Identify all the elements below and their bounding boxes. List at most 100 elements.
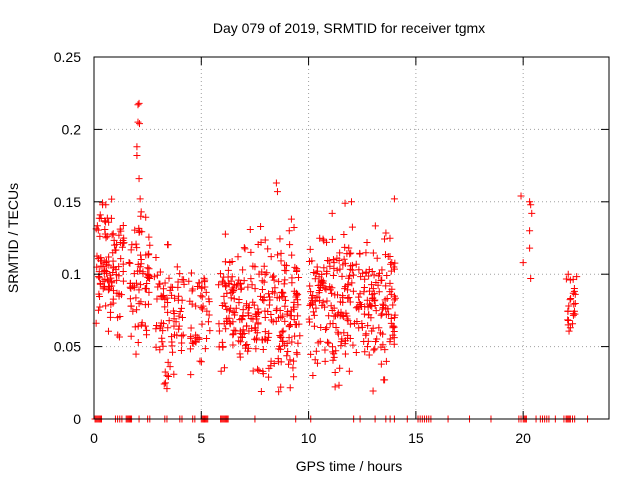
data-point xyxy=(157,319,165,327)
data-point xyxy=(314,339,322,347)
data-point xyxy=(387,267,395,275)
data-point xyxy=(270,272,278,280)
data-point xyxy=(241,245,249,253)
data-point xyxy=(291,332,299,340)
data-point xyxy=(234,253,242,261)
data-point xyxy=(229,318,237,326)
data-point xyxy=(269,273,277,281)
data-point xyxy=(280,293,288,301)
data-point xyxy=(329,272,337,280)
data-point xyxy=(323,267,331,275)
y-tick-label: 0.15 xyxy=(54,194,81,210)
data-point xyxy=(339,298,347,306)
data-point xyxy=(377,360,385,368)
data-point xyxy=(323,338,331,346)
data-point xyxy=(323,324,331,332)
data-point xyxy=(365,311,373,319)
data-point xyxy=(242,342,250,350)
data-point xyxy=(289,303,297,311)
data-point xyxy=(220,364,228,372)
data-point xyxy=(165,317,173,325)
data-point xyxy=(133,306,141,314)
data-point xyxy=(264,245,272,253)
data-point xyxy=(254,305,262,313)
data-point xyxy=(284,308,292,316)
data-point xyxy=(375,272,383,280)
data-point xyxy=(352,349,360,357)
data-point xyxy=(224,266,232,274)
data-point xyxy=(164,324,172,332)
data-point xyxy=(229,308,237,316)
data-point xyxy=(390,263,398,271)
data-point xyxy=(526,227,534,235)
data-point xyxy=(321,357,329,365)
data-point xyxy=(164,308,172,316)
data-point xyxy=(202,288,210,296)
data-point xyxy=(105,253,113,261)
data-point xyxy=(390,292,398,300)
data-point xyxy=(288,338,296,346)
data-point xyxy=(562,275,570,283)
data-point xyxy=(527,201,535,209)
data-point xyxy=(279,327,287,335)
data-point xyxy=(187,269,195,277)
data-point xyxy=(164,358,172,366)
data-point xyxy=(380,376,388,384)
data-point xyxy=(109,230,117,238)
data-point xyxy=(168,342,176,350)
data-point xyxy=(285,227,293,235)
data-point xyxy=(383,271,391,279)
data-point xyxy=(176,307,184,315)
data-point xyxy=(249,262,257,270)
data-point xyxy=(244,283,252,291)
data-point xyxy=(240,330,248,338)
data-point xyxy=(229,341,237,349)
data-point xyxy=(372,337,380,345)
data-point xyxy=(112,266,120,274)
data-point xyxy=(265,373,273,381)
data-point xyxy=(156,268,164,276)
data-point xyxy=(271,284,279,292)
data-point xyxy=(351,319,359,327)
data-point xyxy=(250,301,258,309)
data-point xyxy=(526,244,534,252)
data-point xyxy=(129,307,137,315)
data-point xyxy=(317,324,325,332)
data-point xyxy=(136,195,144,203)
data-point xyxy=(288,251,296,259)
data-point xyxy=(218,338,226,346)
data-point xyxy=(242,302,250,310)
data-point xyxy=(335,381,343,389)
data-point xyxy=(255,270,263,278)
x-tick-label: 5 xyxy=(197,430,205,446)
data-point xyxy=(389,301,397,309)
data-point xyxy=(223,305,231,313)
data-point xyxy=(290,316,298,324)
data-point xyxy=(215,281,223,289)
data-point xyxy=(345,244,353,252)
data-point xyxy=(135,286,143,294)
data-point xyxy=(236,350,244,358)
data-point xyxy=(352,304,360,312)
data-point xyxy=(144,264,152,272)
data-point xyxy=(235,296,243,304)
data-point xyxy=(362,331,370,339)
data-point xyxy=(275,388,283,396)
data-point xyxy=(517,192,525,200)
data-point xyxy=(274,355,282,363)
data-point xyxy=(373,254,381,262)
data-point xyxy=(358,319,366,327)
data-point xyxy=(96,274,104,282)
data-point xyxy=(567,294,575,302)
data-point xyxy=(240,277,248,285)
data-point xyxy=(281,317,289,325)
data-point xyxy=(365,300,373,308)
data-point xyxy=(133,143,141,151)
data-point xyxy=(370,346,378,354)
data-point xyxy=(229,284,237,292)
data-point xyxy=(310,311,318,319)
data-point xyxy=(362,249,370,257)
data-point xyxy=(177,346,185,354)
data-point xyxy=(261,314,269,322)
